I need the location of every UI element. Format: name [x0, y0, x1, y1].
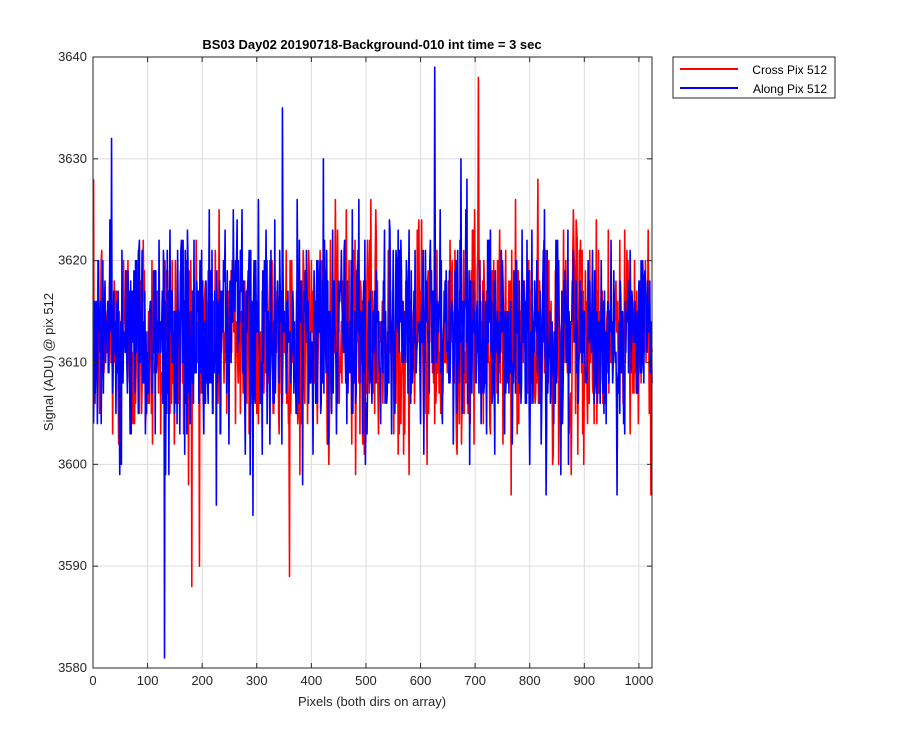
y-tick-label: 3620: [58, 253, 87, 268]
legend-label-along: Along Pix 512: [753, 82, 827, 96]
y-tick-label: 3640: [58, 49, 87, 64]
x-tick-label: 200: [191, 673, 213, 688]
x-axis-label: Pixels (both dirs on array): [298, 694, 446, 709]
y-tick-label: 3630: [58, 151, 87, 166]
y-tick-label: 3590: [58, 558, 87, 573]
series-line-along: [92, 66, 653, 659]
x-tick-label: 700: [464, 673, 486, 688]
x-axis: 0 100 200 300 400 500 600 700 800 900 1000: [89, 57, 653, 688]
x-tick-label: 600: [410, 673, 432, 688]
legend: Cross Pix 512 Along Pix 512: [672, 56, 836, 99]
x-tick-label: 100: [137, 673, 159, 688]
y-tick-label: 3580: [58, 660, 87, 675]
legend-box: [672, 56, 836, 99]
x-tick-label: 0: [89, 673, 96, 688]
x-tick-label: 800: [519, 673, 541, 688]
x-tick-label: 300: [246, 673, 268, 688]
chart-title: BS03 Day02 20190718-Background-010 int t…: [202, 37, 541, 52]
x-tick-label: 1000: [624, 673, 653, 688]
y-axis: 3580 3590 3600 3610 3620 3630 3640: [58, 49, 652, 675]
x-tick-label: 400: [301, 673, 323, 688]
plot-area: [92, 66, 653, 659]
y-tick-label: 3600: [58, 456, 87, 471]
y-tick-label: 3610: [58, 355, 87, 370]
legend-label-cross: Cross Pix 512: [752, 63, 827, 77]
x-tick-label: 900: [573, 673, 595, 688]
y-axis-label: Signal (ADU) @ pix 512: [41, 293, 56, 431]
x-tick-label: 500: [355, 673, 377, 688]
